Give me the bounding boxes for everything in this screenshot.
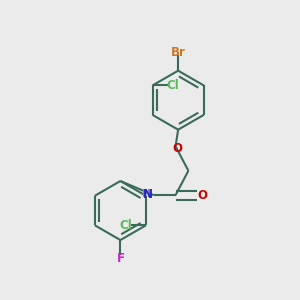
Text: O: O: [197, 189, 207, 202]
Text: H: H: [142, 189, 150, 200]
Text: N: N: [143, 188, 153, 201]
Text: F: F: [116, 252, 124, 265]
Text: Br: Br: [171, 46, 186, 59]
Text: Cl: Cl: [166, 79, 179, 92]
Text: Cl: Cl: [120, 219, 132, 232]
Text: O: O: [172, 142, 183, 155]
